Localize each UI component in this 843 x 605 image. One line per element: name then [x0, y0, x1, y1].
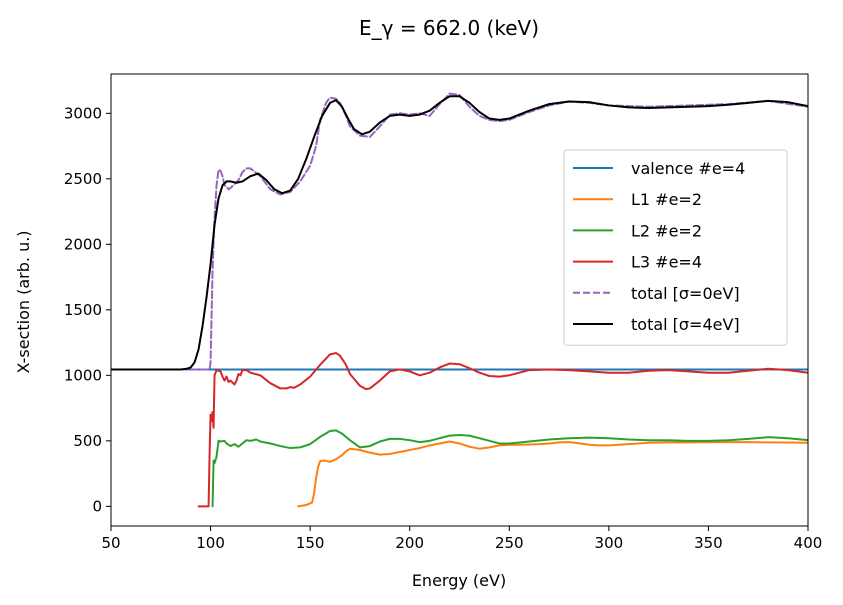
series-line-3	[211, 429, 808, 508]
series-line-6	[111, 95, 808, 371]
x-tick-label: 200	[395, 534, 424, 552]
legend-label-4: L3 #e=4	[631, 253, 702, 272]
legend-label-5: total [σ=0eV]	[631, 284, 740, 303]
y-tick-label: 2000	[64, 235, 102, 253]
series-line-2	[297, 440, 808, 508]
chart-title: E_γ = 662.0 (keV)	[359, 16, 539, 40]
x-tick-label: 150	[296, 534, 325, 552]
y-tick-label: 3000	[64, 104, 102, 122]
x-tick-label: 300	[595, 534, 624, 552]
x-tick-label: 50	[101, 534, 120, 552]
legend-label-1: valence #e=4	[631, 159, 745, 178]
legend-label-6: total [σ=4eV]	[631, 315, 740, 334]
y-axis: 0 500 1000 1500 2000 2500 3000	[64, 104, 111, 515]
y-tick-label: 500	[73, 432, 102, 450]
x-tick-label: 250	[495, 534, 524, 552]
y-tick-label: 1500	[64, 301, 102, 319]
series-line-5	[111, 92, 808, 371]
series-layer	[111, 92, 808, 508]
y-tick-label: 2500	[64, 170, 102, 188]
series-line-4	[197, 352, 808, 508]
legend-box	[563, 149, 788, 346]
legend-label-2: L1 #e=2	[631, 190, 702, 209]
x-tick-label: 100	[196, 534, 225, 552]
legend: valence #e=4 L1 #e=2 L2 #e=2 L3 #e=4 total […	[563, 149, 788, 346]
plot-frame	[110, 73, 809, 527]
legend-label-3: L2 #e=2	[631, 221, 702, 240]
y-tick-label: 0	[92, 497, 102, 515]
y-axis-label: X-section (arb. u.)	[14, 230, 33, 373]
x-tick-label: 350	[694, 534, 723, 552]
x-axis-label: Energy (eV)	[412, 571, 506, 590]
y-tick-label: 1000	[64, 366, 102, 384]
x-tick-label: 400	[794, 534, 823, 552]
x-axis: 50 100 150 200 250 300 350 400	[101, 526, 822, 552]
